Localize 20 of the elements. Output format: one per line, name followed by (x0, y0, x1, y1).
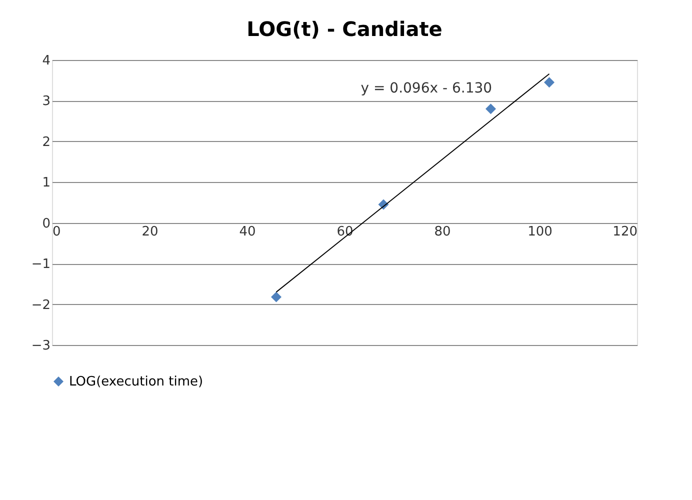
point (486, 104, 496, 114)
y-tick-label: 1 (42, 176, 50, 191)
x-tick-label: 120 (612, 224, 638, 240)
x-tick-label: 60 (336, 224, 354, 240)
x-tick-label: 100 (528, 224, 552, 240)
y-tick-label: −1 (31, 257, 50, 272)
chart-title: LOG(t) - Candiate (246, 17, 442, 41)
x-tick-label: 80 (434, 224, 451, 240)
legend-label: LOG(execution time) (69, 374, 204, 390)
x-tick-label: 0 (52, 224, 61, 240)
y-tick-label: −3 (31, 338, 50, 354)
annotation: y = 0.096x - 6.130 (360, 80, 492, 96)
y-tick-label: 2 (42, 134, 50, 150)
point (271, 292, 282, 302)
x-tick-label: 40 (239, 224, 256, 240)
y-tick-label: 4 (42, 54, 50, 68)
x-tick-label: 20 (142, 224, 158, 240)
point (544, 77, 554, 88)
y-tick-label: −2 (31, 298, 50, 313)
y-tick-label: 3 (42, 94, 50, 110)
